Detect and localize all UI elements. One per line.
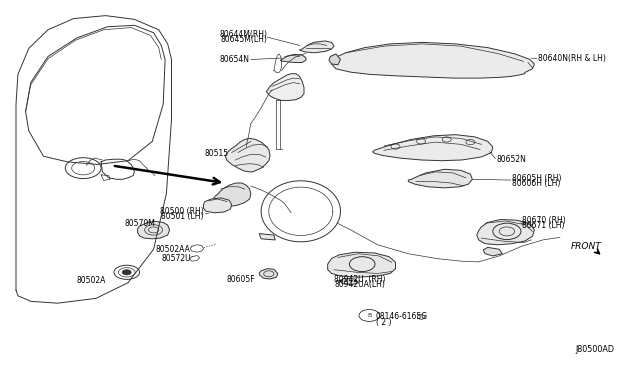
Text: 80501 (LH): 80501 (LH) [161, 212, 204, 221]
Polygon shape [332, 42, 534, 78]
Polygon shape [339, 278, 358, 285]
Polygon shape [477, 219, 534, 245]
Circle shape [122, 270, 131, 275]
Text: 80572U: 80572U [161, 254, 191, 263]
Text: 80654N: 80654N [220, 55, 250, 64]
Text: 80670 (RH): 80670 (RH) [522, 216, 565, 225]
Text: 80502A: 80502A [77, 276, 106, 285]
Text: 80640N(RH & LH): 80640N(RH & LH) [538, 54, 605, 63]
Polygon shape [408, 169, 472, 188]
Text: 80570M: 80570M [124, 219, 155, 228]
Polygon shape [483, 247, 502, 256]
Polygon shape [225, 138, 270, 172]
Text: 08146-6165G: 08146-6165G [376, 312, 428, 321]
Text: 80942UA(LH): 80942UA(LH) [334, 280, 385, 289]
Text: FRONT: FRONT [571, 242, 602, 251]
Text: B: B [368, 313, 372, 318]
Polygon shape [266, 74, 304, 100]
Polygon shape [259, 234, 275, 240]
Text: 80515: 80515 [205, 149, 229, 158]
Text: 80502AA: 80502AA [156, 246, 191, 254]
Text: 80644M(RH): 80644M(RH) [220, 31, 268, 39]
Polygon shape [328, 252, 396, 277]
Text: 80500 (RH): 80500 (RH) [160, 207, 204, 216]
Polygon shape [138, 221, 170, 239]
Text: 80671 (LH): 80671 (LH) [522, 221, 564, 230]
Text: 80605H (RH): 80605H (RH) [512, 174, 561, 183]
Polygon shape [329, 54, 340, 65]
Text: ( 2 ): ( 2 ) [376, 318, 392, 327]
Polygon shape [214, 183, 251, 206]
Text: J80500AD: J80500AD [575, 345, 614, 354]
Text: 80606H (LH): 80606H (LH) [512, 179, 561, 188]
Polygon shape [372, 135, 493, 161]
Polygon shape [300, 41, 334, 53]
Text: 80605F: 80605F [226, 275, 255, 284]
Text: 80652N: 80652N [497, 155, 527, 164]
Polygon shape [204, 198, 232, 213]
Text: 80942U  (RH): 80942U (RH) [334, 275, 385, 284]
Polygon shape [280, 54, 306, 62]
Polygon shape [259, 269, 278, 279]
Text: 80645M(LH): 80645M(LH) [221, 35, 268, 44]
